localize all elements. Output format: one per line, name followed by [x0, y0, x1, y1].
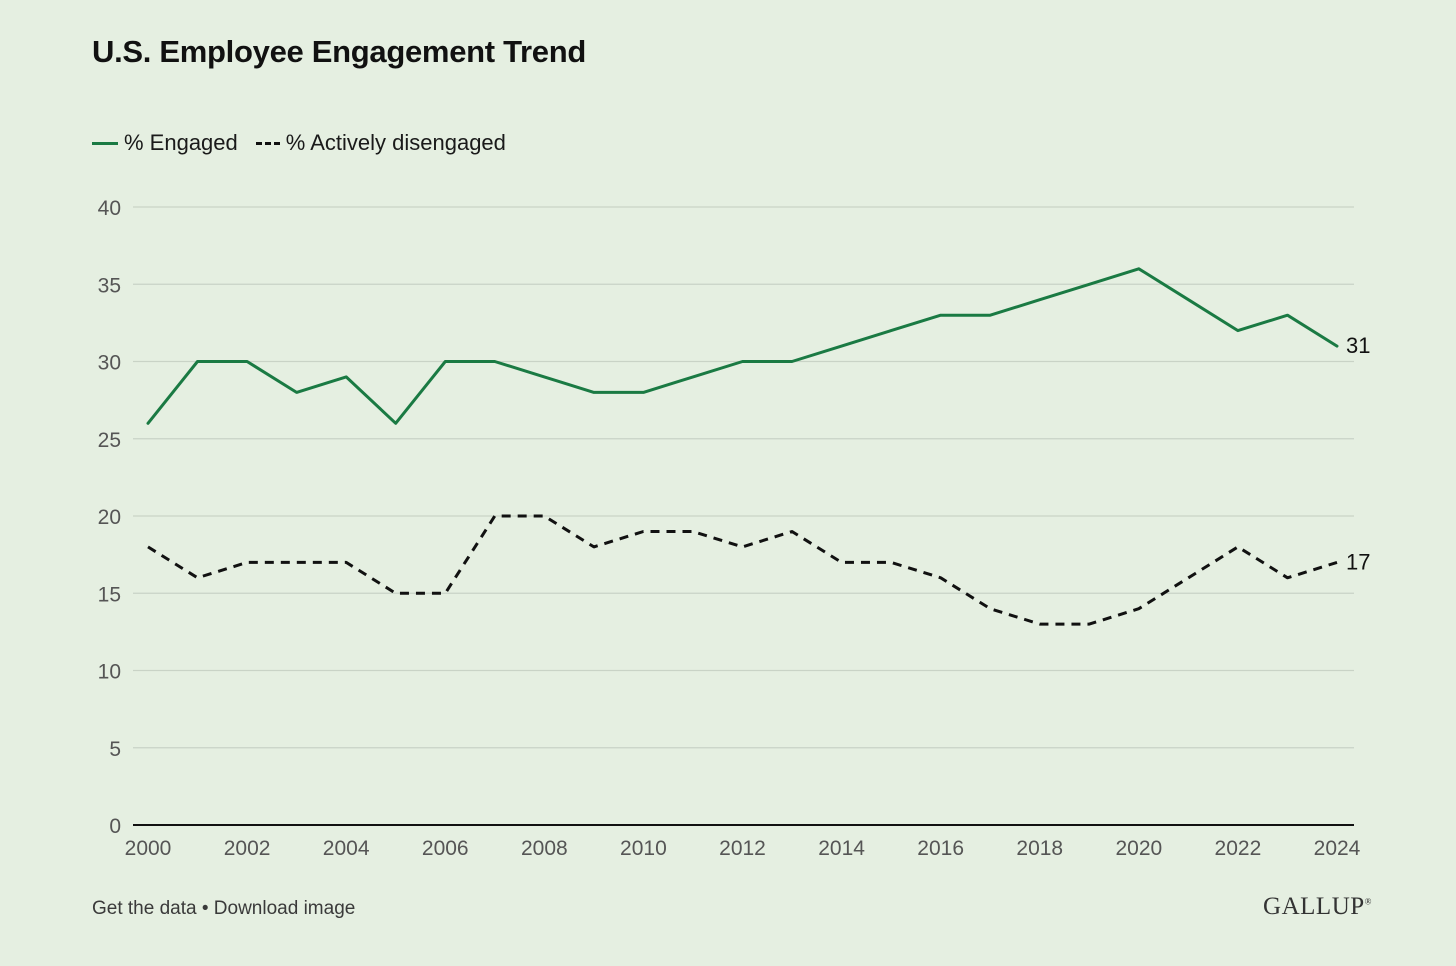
x-tick-label: 2004	[323, 837, 370, 860]
legend-item-disengaged: % Actively disengaged	[255, 130, 506, 156]
end-label-engaged: 31	[1346, 333, 1370, 358]
x-tick-label: 2014	[818, 837, 865, 860]
y-tick-label: 35	[98, 274, 121, 297]
x-tick-label: 2000	[125, 837, 172, 860]
y-tick-label: 5	[109, 738, 121, 761]
chart-footer: Get the data • Download image	[92, 898, 355, 920]
x-tick-label: 2012	[719, 837, 766, 860]
series-line-engaged	[146, 267, 1339, 425]
x-tick-label: 2020	[1115, 837, 1162, 860]
legend-label-disengaged: % Actively disengaged	[285, 130, 506, 155]
chart-title: U.S. Employee Engagement Trend	[92, 34, 587, 69]
y-tick-label: 10	[98, 661, 121, 684]
get-data-link[interactable]: Get the data	[92, 898, 197, 919]
y-tick-label: 0	[109, 815, 121, 838]
x-tick-label: 2024	[1314, 837, 1361, 860]
x-tick-label: 2018	[1016, 837, 1063, 860]
y-tick-label: 20	[98, 506, 121, 529]
x-tick-label: 2008	[521, 837, 568, 860]
legend-item-engaged: % Engaged	[92, 130, 238, 156]
x-tick-label: 2022	[1215, 837, 1262, 860]
gallup-logo: GALLUP®	[1263, 893, 1372, 920]
y-tick-label: 40	[98, 197, 121, 220]
download-image-link[interactable]: Download image	[213, 898, 356, 919]
y-tick-label: 25	[98, 429, 121, 452]
series-line-disengaged	[147, 514, 1338, 626]
x-tick-label: 2002	[224, 837, 271, 860]
legend-swatch-engaged	[92, 141, 118, 145]
legend-label-engaged: % Engaged	[124, 130, 238, 155]
x-tick-label: 2016	[917, 837, 964, 860]
x-tick-label: 2006	[422, 837, 469, 860]
legend-swatch-disengaged	[255, 141, 280, 145]
end-label-disengaged: 17	[1346, 549, 1370, 574]
y-tick-label: 30	[98, 352, 121, 375]
y-tick-label: 15	[98, 583, 121, 606]
chart-legend: % Engaged % Actively disengaged	[92, 130, 506, 156]
footer-separator: •	[201, 898, 209, 919]
x-tick-label: 2010	[620, 837, 667, 860]
